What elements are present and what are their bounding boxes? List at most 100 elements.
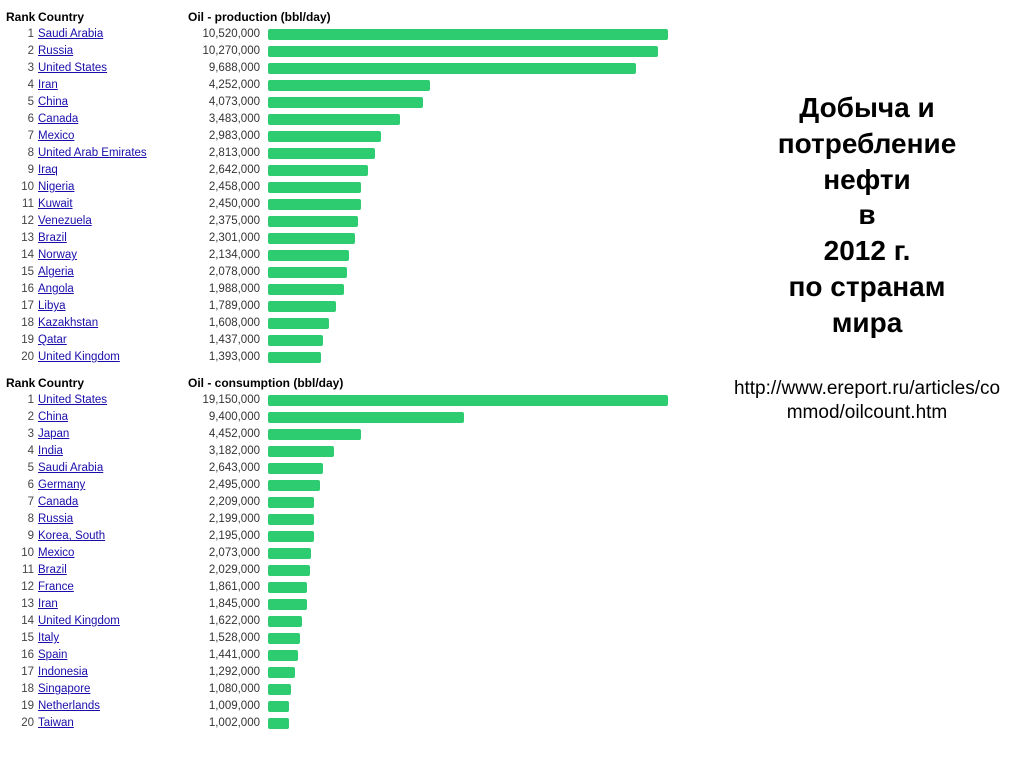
country-link[interactable]: Russia [38, 513, 73, 525]
country-link[interactable]: Korea, South [38, 530, 105, 542]
bar [268, 548, 311, 559]
table-row: 2Russia10,270,000 [6, 43, 720, 60]
country-link[interactable]: China [38, 96, 68, 108]
country-link[interactable]: Italy [38, 632, 59, 644]
country-link[interactable]: Singapore [38, 683, 90, 695]
header-value: Oil - production (bbl/day) [188, 10, 339, 24]
country-link[interactable]: Iraq [38, 164, 58, 176]
headline-line: потребление [730, 126, 1004, 162]
bar [268, 63, 636, 74]
rank-cell: 5 [6, 94, 38, 111]
country-link[interactable]: Japan [38, 428, 69, 440]
table-row: 13Brazil2,301,000 [6, 230, 720, 247]
country-link[interactable]: France [38, 581, 74, 593]
country-cell: Indonesia [38, 664, 188, 681]
bar-cell [268, 650, 720, 661]
rank-cell: 15 [6, 264, 38, 281]
country-link[interactable]: Norway [38, 249, 77, 261]
country-cell: Italy [38, 630, 188, 647]
table-row: 5Saudi Arabia2,643,000 [6, 460, 720, 477]
country-link[interactable]: Indonesia [38, 666, 88, 678]
country-link[interactable]: Taiwan [38, 717, 74, 729]
bar-cell [268, 352, 720, 363]
bar [268, 684, 291, 695]
rank-cell: 5 [6, 460, 38, 477]
country-link[interactable]: Russia [38, 45, 73, 57]
country-cell: Mexico [38, 128, 188, 145]
country-link[interactable]: Netherlands [38, 700, 100, 712]
country-link[interactable]: United States [38, 62, 107, 74]
bar [268, 80, 430, 91]
country-link[interactable]: Nigeria [38, 181, 74, 193]
chart-header: RankCountryOil - consumption (bbl/day) [6, 376, 720, 392]
value-cell: 2,134,000 [188, 247, 268, 264]
country-cell: China [38, 94, 188, 111]
country-link[interactable]: United Arab Emirates [38, 147, 147, 159]
country-link[interactable]: Kuwait [38, 198, 73, 210]
country-link[interactable]: Iran [38, 79, 58, 91]
rank-cell: 9 [6, 162, 38, 179]
value-cell: 1,437,000 [188, 332, 268, 349]
country-link[interactable]: Iran [38, 598, 58, 610]
value-cell: 1,080,000 [188, 681, 268, 698]
table-row: 13Iran1,845,000 [6, 596, 720, 613]
country-link[interactable]: Qatar [38, 334, 67, 346]
country-cell: Taiwan [38, 715, 188, 732]
country-link[interactable]: Saudi Arabia [38, 28, 103, 40]
value-cell: 2,983,000 [188, 128, 268, 145]
country-link[interactable]: United Kingdom [38, 615, 120, 627]
charts-column: RankCountryOil - production (bbl/day)1Sa… [0, 0, 720, 767]
country-link[interactable]: Canada [38, 496, 78, 508]
country-link[interactable]: Brazil [38, 232, 67, 244]
value-cell: 1,009,000 [188, 698, 268, 715]
country-cell: Iraq [38, 162, 188, 179]
country-link[interactable]: Canada [38, 113, 78, 125]
value-cell: 2,199,000 [188, 511, 268, 528]
country-cell: United Kingdom [38, 613, 188, 630]
bar [268, 148, 375, 159]
country-cell: Spain [38, 647, 188, 664]
country-link[interactable]: United Kingdom [38, 351, 120, 363]
country-cell: Brazil [38, 562, 188, 579]
country-link[interactable]: Libya [38, 300, 66, 312]
table-row: 11Kuwait2,450,000 [6, 196, 720, 213]
country-cell: Angola [38, 281, 188, 298]
country-cell: Saudi Arabia [38, 26, 188, 43]
rank-cell: 2 [6, 409, 38, 426]
rank-cell: 1 [6, 392, 38, 409]
country-link[interactable]: China [38, 411, 68, 423]
country-link[interactable]: India [38, 445, 63, 457]
bar [268, 199, 361, 210]
country-link[interactable]: Algeria [38, 266, 74, 278]
country-link[interactable]: Mexico [38, 130, 74, 142]
country-cell: France [38, 579, 188, 596]
country-link[interactable]: Saudi Arabia [38, 462, 103, 474]
country-link[interactable]: Venezuela [38, 215, 92, 227]
bar-cell [268, 97, 720, 108]
country-cell: United Kingdom [38, 349, 188, 366]
bar-cell [268, 599, 720, 610]
table-row: 3United States9,688,000 [6, 60, 720, 77]
bar-cell [268, 216, 720, 227]
country-link[interactable]: Brazil [38, 564, 67, 576]
value-cell: 2,073,000 [188, 545, 268, 562]
country-cell: United States [38, 392, 188, 409]
bar-cell [268, 446, 720, 457]
bar [268, 250, 349, 261]
country-link[interactable]: Mexico [38, 547, 74, 559]
country-link[interactable]: Spain [38, 649, 67, 661]
table-row: 9Korea, South2,195,000 [6, 528, 720, 545]
value-cell: 1,393,000 [188, 349, 268, 366]
bar [268, 718, 289, 729]
value-cell: 2,813,000 [188, 145, 268, 162]
bar [268, 497, 314, 508]
country-cell: Venezuela [38, 213, 188, 230]
table-row: 15Algeria2,078,000 [6, 264, 720, 281]
country-link[interactable]: Germany [38, 479, 85, 491]
bar-cell [268, 29, 720, 40]
country-link[interactable]: United States [38, 394, 107, 406]
country-link[interactable]: Angola [38, 283, 74, 295]
bar-cell [268, 395, 720, 406]
table-row: 15Italy1,528,000 [6, 630, 720, 647]
country-link[interactable]: Kazakhstan [38, 317, 98, 329]
